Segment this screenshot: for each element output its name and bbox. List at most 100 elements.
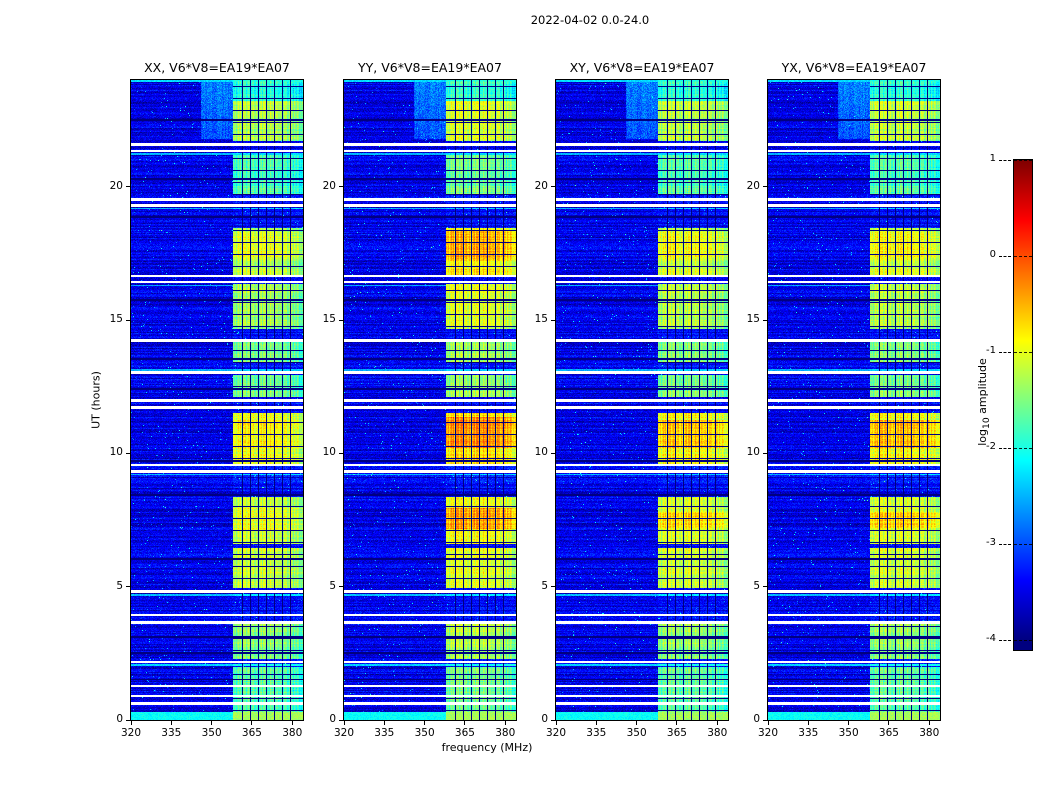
colorbar-tick-label: -2 [986, 441, 996, 452]
x-tick-mark [291, 721, 293, 725]
y-tick-label: 0 [116, 713, 123, 725]
y-tick-label: 10 [109, 446, 123, 459]
x-tick-mark [383, 721, 385, 725]
x-tick-label: 365 [666, 727, 687, 739]
y-tick-mark [339, 586, 343, 588]
colorbar-tick-dash [999, 543, 1011, 545]
heatmap-yy [343, 79, 517, 721]
y-tick-label: 5 [753, 579, 760, 592]
x-tick-mark [211, 721, 213, 725]
y-tick-label: 0 [753, 713, 760, 725]
y-tick-label: 5 [329, 579, 336, 592]
x-tick-mark [130, 721, 132, 725]
y-tick-label: 0 [541, 713, 548, 725]
x-tick-mark [928, 721, 930, 725]
y-tick-mark [551, 719, 555, 721]
colorbar-label: log10 amplitude [976, 358, 992, 446]
panel-title-xx: XX, V6*V8=EA19*EA07 [144, 60, 290, 75]
x-tick-label: 320 [333, 727, 355, 739]
y-tick-label: 20 [534, 179, 548, 192]
y-tick-mark [551, 186, 555, 188]
y-tick-label: 15 [322, 313, 336, 325]
x-tick-label: 335 [586, 727, 607, 739]
y-tick-label: 15 [109, 313, 123, 325]
colorbar-label-sub: 10 [981, 417, 993, 429]
x-tick-label: 365 [241, 727, 262, 739]
y-tick-label: 15 [746, 313, 760, 325]
colorbar-label-post: amplitude [975, 358, 989, 418]
x-tick-label: 365 [454, 727, 475, 739]
x-tick-mark [888, 721, 890, 725]
heatmap-xx [130, 79, 304, 721]
x-tick-label: 380 [495, 727, 516, 739]
x-tick-label: 380 [919, 727, 940, 739]
x-tick-mark [170, 721, 172, 725]
y-tick-mark [126, 719, 130, 721]
x-tick-mark [716, 721, 718, 725]
x-tick-label: 320 [120, 727, 142, 739]
y-tick-label: 0 [329, 713, 336, 725]
y-tick-mark [126, 452, 130, 454]
colorbar-tick-dash [999, 351, 1011, 353]
y-tick-label: 20 [109, 179, 123, 192]
x-tick-mark [343, 721, 345, 725]
x-tick-label: 350 [414, 727, 435, 739]
x-tick-mark [848, 721, 850, 725]
x-tick-mark [807, 721, 809, 725]
x-tick-label: 350 [838, 727, 859, 739]
x-axis-label: frequency (MHz) [441, 741, 533, 754]
y-tick-mark [763, 719, 767, 721]
x-tick-mark [464, 721, 466, 725]
colorbar-tick-label: 1 [989, 153, 996, 164]
y-tick-mark [339, 719, 343, 721]
colorbar-tick-dash [999, 255, 1011, 257]
heatmap-yx [767, 79, 941, 721]
x-tick-mark [636, 721, 638, 725]
y-tick-mark [126, 186, 130, 188]
panel-title-xy: XY, V6*V8=EA19*EA07 [569, 60, 715, 75]
x-tick-label: 335 [161, 727, 182, 739]
y-tick-mark [551, 586, 555, 588]
heatmap-xy [555, 79, 729, 721]
y-tick-mark [763, 452, 767, 454]
x-tick-label: 320 [757, 727, 779, 739]
x-tick-label: 350 [201, 727, 222, 739]
panel-title-yx: YX, V6*V8=EA19*EA07 [781, 60, 927, 75]
colorbar-tick-label: 0 [989, 249, 996, 260]
x-tick-mark [555, 721, 557, 725]
colorbar-tick-dash [999, 159, 1011, 161]
y-tick-label: 20 [322, 179, 336, 192]
colorbar-tick-label: -3 [986, 537, 996, 548]
y-tick-mark [126, 586, 130, 588]
y-tick-mark [763, 186, 767, 188]
x-tick-mark [251, 721, 253, 725]
y-tick-mark [339, 319, 343, 321]
y-tick-label: 5 [541, 579, 548, 592]
figure-title: 2022-04-02 0.0-24.0 [530, 13, 650, 27]
colorbar-tick-dash [999, 447, 1011, 449]
colorbar-tick-label: -4 [986, 633, 996, 644]
x-tick-mark [504, 721, 506, 725]
y-tick-label: 10 [322, 446, 336, 459]
y-tick-label: 20 [746, 179, 760, 192]
colorbar-tick-dash [999, 639, 1011, 641]
x-tick-label: 365 [878, 727, 899, 739]
y-tick-label: 10 [746, 446, 760, 459]
y-tick-mark [339, 452, 343, 454]
panel-title-yy: YY, V6*V8=EA19*EA07 [358, 60, 502, 75]
x-tick-mark [767, 721, 769, 725]
y-tick-mark [126, 319, 130, 321]
y-tick-label: 10 [534, 446, 548, 459]
y-tick-mark [763, 586, 767, 588]
y-tick-label: 15 [534, 313, 548, 325]
x-tick-mark [676, 721, 678, 725]
x-tick-label: 380 [282, 727, 303, 739]
x-tick-label: 350 [626, 727, 647, 739]
x-tick-label: 335 [798, 727, 819, 739]
y-axis-label: UT (hours) [89, 371, 103, 429]
y-tick-label: 5 [116, 579, 123, 592]
colorbar-gradient [1013, 159, 1033, 651]
x-tick-label: 335 [374, 727, 395, 739]
y-tick-mark [339, 186, 343, 188]
